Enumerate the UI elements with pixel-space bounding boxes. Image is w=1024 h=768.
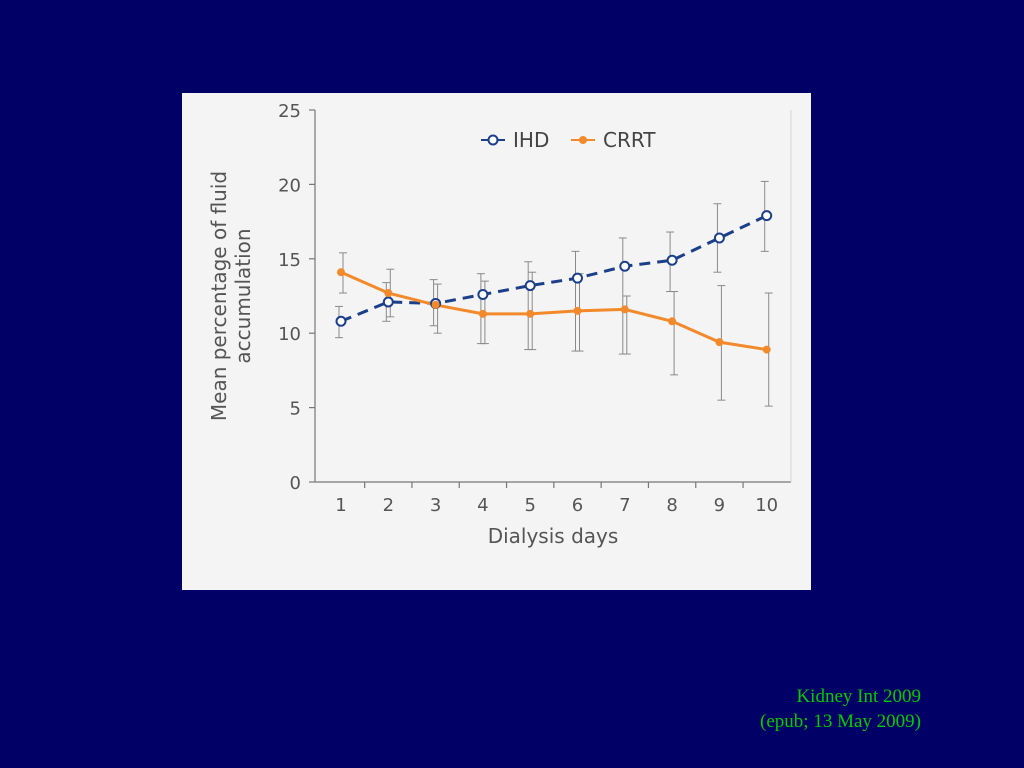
y-tick-label: 5 (290, 399, 301, 420)
crrt-data-point (526, 309, 535, 318)
ihd-data-point (477, 289, 489, 301)
citation: Kidney Int 2009 (epub; 13 May 2009) (760, 684, 921, 734)
crrt-data-point (762, 345, 771, 354)
ihd-data-point (666, 254, 678, 266)
x-tick-label: 2 (383, 495, 394, 516)
series-line-crrt (340, 270, 767, 352)
y-tick-label: 20 (278, 175, 301, 196)
crrt-data-point (573, 306, 582, 315)
citation-journal: Kidney Int 2009 (796, 686, 921, 707)
y-axis-title-line: accumulation (231, 228, 255, 363)
x-tick-label: 1 (335, 495, 346, 516)
crrt-data-point (668, 317, 677, 326)
crrt-data-point (620, 305, 629, 314)
y-axis-title-line: Mean percentage of fluid (207, 171, 231, 421)
y-axis-title: Mean percentage of fluidaccumulation (207, 171, 255, 421)
crrt-data-point (431, 300, 440, 309)
x-tick-label: 10 (755, 495, 778, 516)
ihd-data-point (713, 232, 725, 244)
ihd-data-point (619, 260, 631, 272)
x-tick-label: 7 (619, 495, 630, 516)
legend-ihd-label: IHD (513, 128, 549, 152)
chart-legend: IHD CRRT (481, 128, 656, 152)
x-tick-label: 6 (572, 495, 583, 516)
y-tick-label: 10 (278, 324, 301, 345)
crrt-data-point (715, 338, 724, 347)
y-tick-label: 0 (290, 473, 301, 494)
ihd-data-point (761, 210, 773, 222)
series-line-ihd (340, 214, 768, 323)
crrt-data-point (384, 289, 393, 298)
x-tick-label: 9 (714, 495, 725, 516)
y-tick-label: 25 (278, 101, 301, 122)
ihd-data-point (382, 296, 394, 308)
ihd-data-point (572, 272, 583, 284)
crrt-data-point (478, 309, 487, 318)
crrt-data-point (337, 268, 345, 277)
x-tick-label: 5 (524, 495, 535, 516)
x-tick-label: 8 (666, 495, 677, 516)
ihd-data-point (524, 280, 536, 292)
fluid-accumulation-chart: 0 5 10 15 20 25 1 2 3 4 5 6 7 8 9 10 Dialysis days Mean p… (207, 101, 792, 548)
legend-crrt-label: CRRT (603, 128, 656, 152)
legend-crrt-marker (579, 136, 587, 144)
citation-epub-date: (epub; 13 May 2009) (760, 711, 921, 732)
chart-panel: 0 5 10 15 20 25 1 2 3 4 5 6 7 8 9 10 Dialysis days Mean p… (182, 93, 811, 590)
x-tick-label: 4 (477, 495, 488, 516)
x-tick-label: 3 (430, 495, 441, 516)
legend-ihd-marker (487, 134, 499, 146)
ihd-data-point (335, 315, 347, 327)
y-tick-label: 15 (278, 250, 301, 271)
x-axis-title: Dialysis days (488, 524, 619, 548)
